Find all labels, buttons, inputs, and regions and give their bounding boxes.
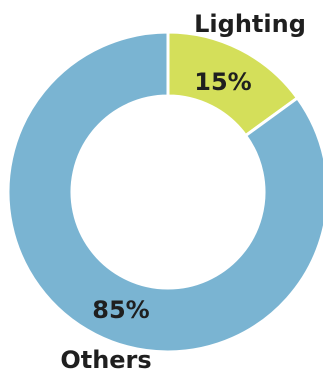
slice-others — [6, 30, 323, 354]
donut-slices — [6, 30, 323, 354]
category-label-others: Others — [60, 346, 151, 374]
percent-label-lighting: 15% — [194, 68, 251, 96]
percent-label-others: 85% — [92, 296, 149, 324]
category-label-lighting: Lighting — [194, 10, 306, 38]
